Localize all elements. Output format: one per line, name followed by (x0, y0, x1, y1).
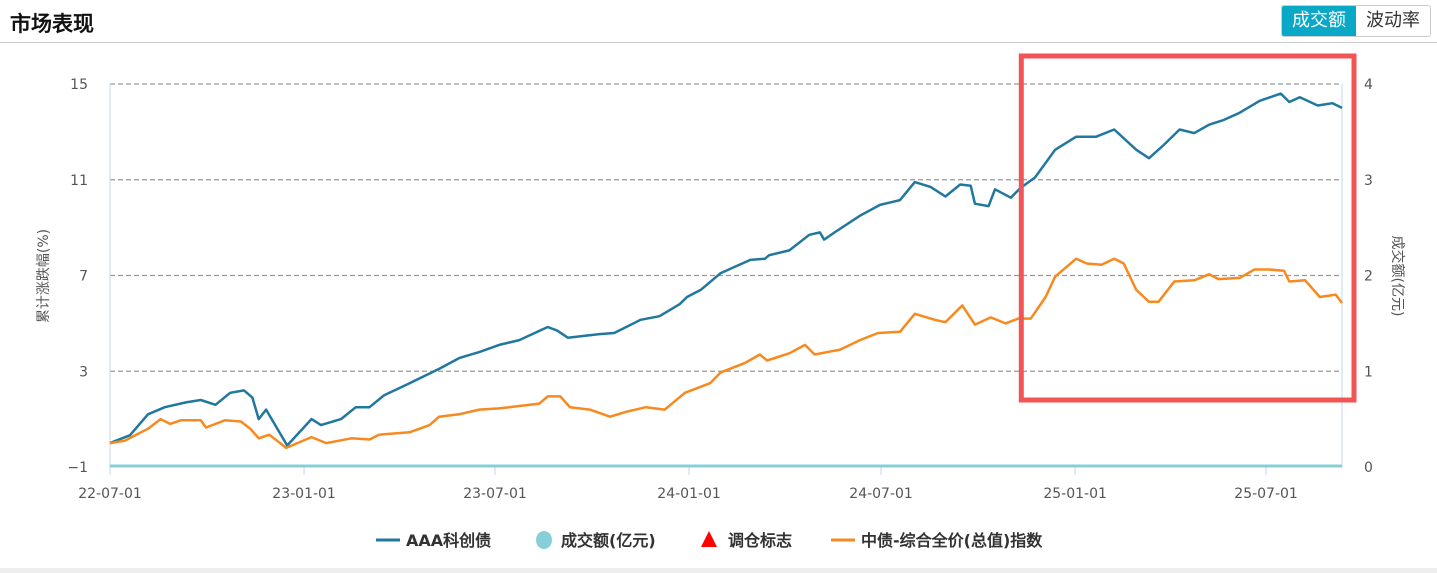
y2-tick-label: 0 (1364, 460, 1373, 476)
legend-label-index[interactable]: 中债-综合全价(总值)指数 (861, 531, 1043, 550)
y-tick-label: 11 (70, 173, 88, 189)
y2-axis-label: 成交额(亿元) (1389, 236, 1406, 317)
highlight-box (1018, 53, 1357, 403)
metric-tabs: 成交额 波动率 (1281, 5, 1431, 37)
series-line-2 (109, 257, 1343, 450)
y-axis-label: 累计涨跌幅(%) (36, 229, 52, 323)
y2-tick-label: 4 (1364, 77, 1373, 93)
tab-volume[interactable]: 成交额 (1282, 6, 1356, 36)
legend-label-aaa[interactable]: AAA科创债 (406, 531, 491, 550)
y-tick-label: 7 (79, 269, 88, 285)
x-tick-label: 23-07-01 (463, 486, 527, 502)
x-tick-label: 22-07-01 (78, 486, 142, 502)
y2-tick-label: 1 (1364, 364, 1373, 380)
legend: AAA科创债 成交额(亿元) 调仓标志 中债-综合全价(总值)指数 (376, 531, 1043, 550)
legend-swatch-rebalance (701, 531, 717, 547)
legend-swatch-volume (536, 531, 552, 549)
page-title: 市场表现 (10, 12, 94, 36)
x-tick-label: 25-01-01 (1043, 486, 1107, 502)
series-line-0 (109, 92, 1343, 447)
header-divider (0, 42, 1437, 43)
x-tick-label: 24-01-01 (657, 486, 721, 502)
x-tick-label: 23-01-01 (272, 486, 336, 502)
y2-tick-label: 3 (1364, 173, 1373, 189)
legend-label-volume[interactable]: 成交额(亿元) (561, 531, 656, 550)
tab-volatility[interactable]: 波动率 (1356, 6, 1430, 36)
x-tick-label: 25-07-01 (1234, 486, 1298, 502)
bottom-band (0, 568, 1437, 573)
x-tick-label: 24-07-01 (849, 486, 913, 502)
y-tick-label: 15 (70, 77, 88, 93)
y-tick-label: 3 (79, 364, 88, 380)
legend-label-rebalance[interactable]: 调仓标志 (728, 531, 792, 550)
y-tick-label: −1 (67, 460, 88, 476)
y2-tick-label: 2 (1364, 269, 1373, 285)
